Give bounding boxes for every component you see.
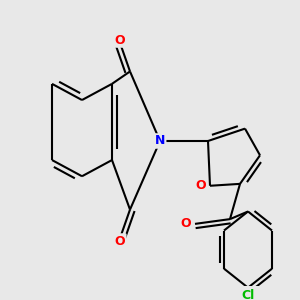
Text: O: O [115, 34, 125, 46]
Text: O: O [181, 218, 191, 230]
Text: O: O [115, 235, 125, 248]
Text: N: N [155, 134, 165, 148]
Text: Cl: Cl [242, 289, 255, 300]
Text: O: O [196, 179, 206, 192]
